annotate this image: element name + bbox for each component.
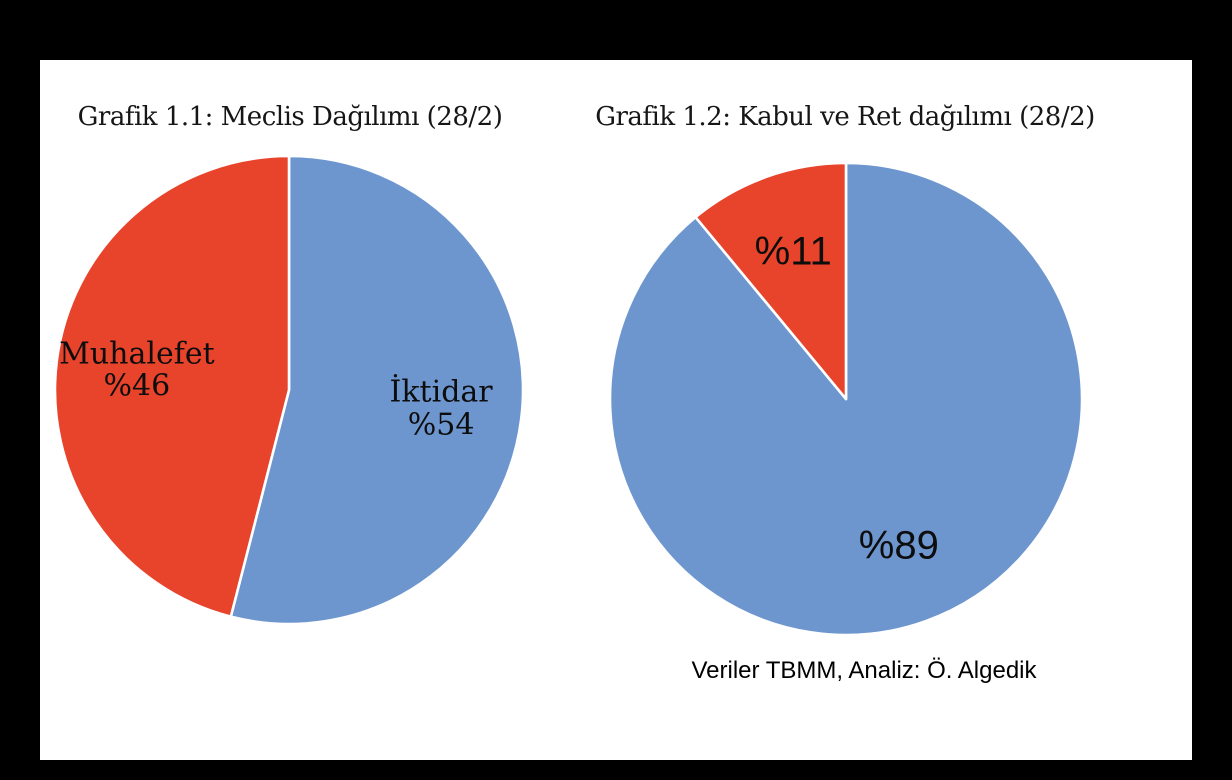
pie-1-slice-1-label: İktidar %54: [389, 374, 493, 443]
pie-1-slice-2: [53, 154, 291, 618]
chart-title-2: Grafik 1.2: Kabul ve Ret dağılımı (28/2): [595, 102, 1095, 132]
pie-1-slice-1: [229, 154, 525, 626]
pie-2-slice-2: [694, 161, 848, 401]
pie-2-slice-1-label: %89: [858, 523, 939, 567]
pie-2-slice-2-label: %11: [754, 229, 832, 274]
slice-label-line: %54: [407, 407, 475, 443]
slice-label-line: %11: [754, 229, 832, 274]
slice-label-line: Muhalefet: [59, 336, 215, 372]
chart-title-1: Grafik 1.1: Meclis Dağılımı (28/2): [77, 102, 503, 132]
chart-panel: Grafik 1.1: Meclis Dağılımı (28/2) Grafi…: [40, 60, 1192, 760]
slice-label-line: %46: [103, 368, 171, 404]
slice-label-line: İktidar: [389, 374, 493, 410]
pie-1-slice-2-label: Muhalefet %46: [59, 338, 215, 403]
slice-label-line: %89: [858, 523, 939, 567]
pies-svg: [53, 154, 1084, 637]
caption: Veriler TBMM, Analiz: Ö. Algedik: [691, 657, 1037, 684]
